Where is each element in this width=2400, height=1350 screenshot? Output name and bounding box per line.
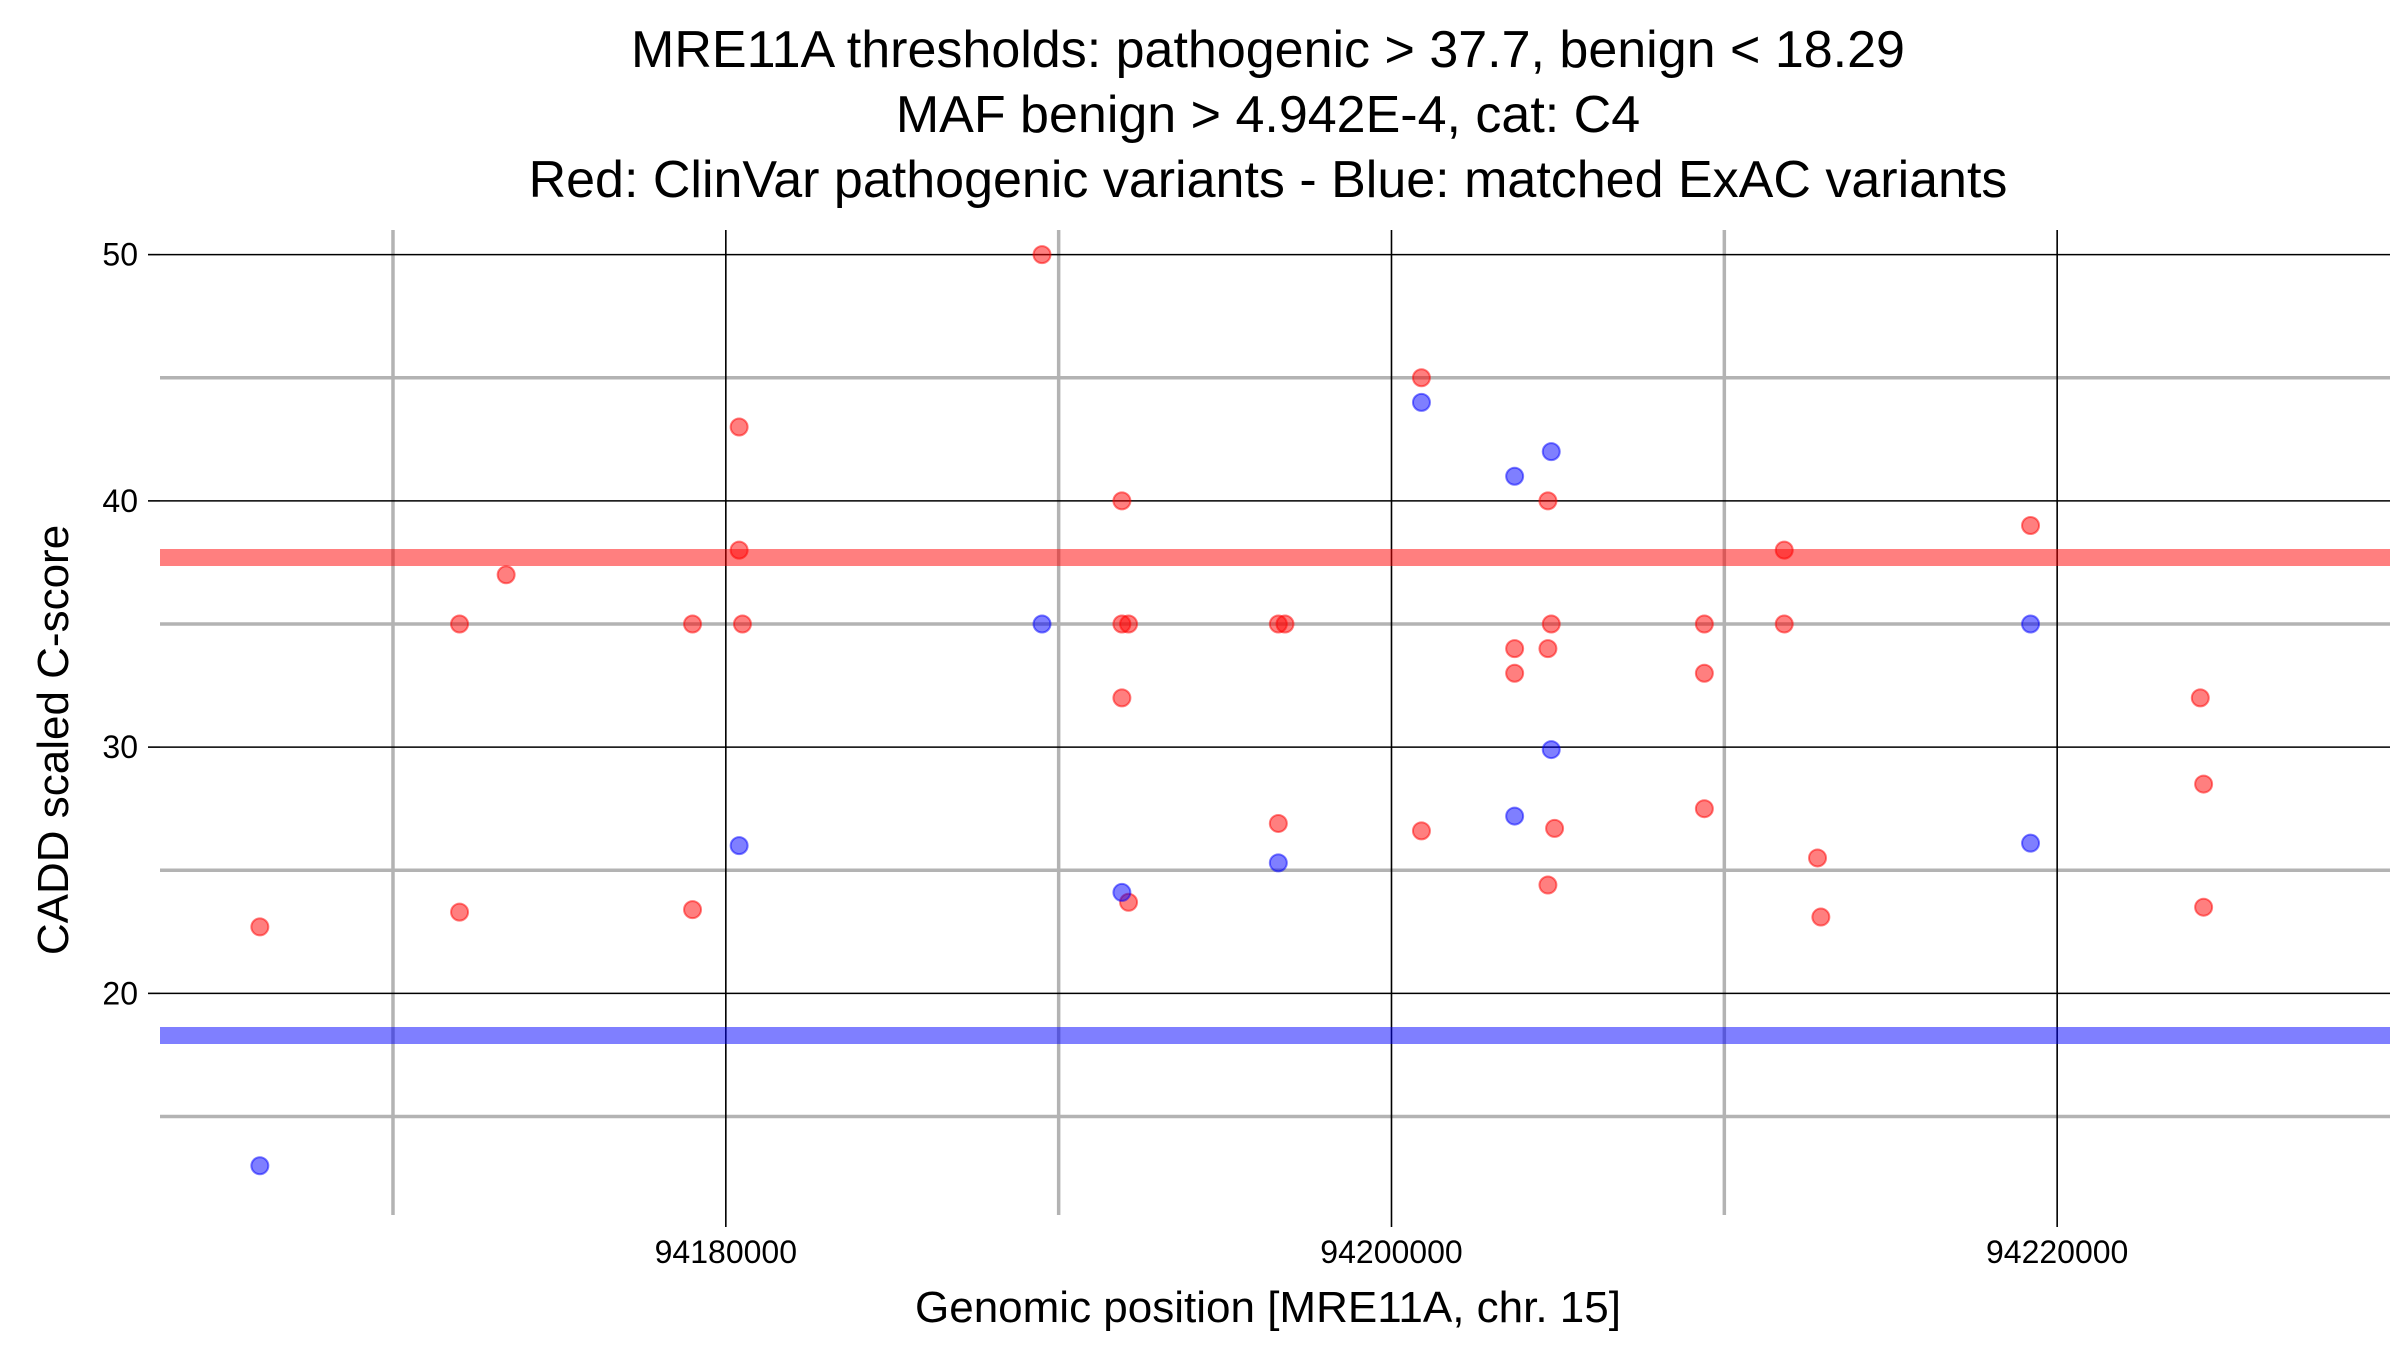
clinvar-pathogenic-point	[1774, 540, 1794, 560]
exac-matched-point	[2021, 614, 2041, 634]
clinvar-pathogenic-point	[1694, 614, 1714, 634]
exac-matched-point	[729, 836, 749, 856]
x-tick-label: 94180000	[655, 1234, 797, 1270]
title-line-1: MRE11A thresholds: pathogenic > 37.7, be…	[631, 21, 1905, 79]
exac-matched-point	[2021, 833, 2041, 853]
threshold-lines	[160, 549, 2390, 1044]
y-axis: 20 30 40 50	[102, 237, 160, 1011]
clinvar-pathogenic-point	[729, 540, 749, 560]
clinvar-pathogenic-point	[1505, 639, 1525, 659]
clinvar-pathogenic-point	[1268, 813, 1288, 833]
clinvar-pathogenic-point	[1694, 663, 1714, 683]
clinvar-pathogenic-point	[1808, 848, 1828, 868]
clinvar-pathogenic-point	[683, 614, 703, 634]
y-axis-title: CADD scaled C-score	[29, 525, 78, 955]
clinvar-pathogenic-point	[1275, 614, 1295, 634]
exac-matched-point	[1032, 614, 1052, 634]
title-line-3: Red: ClinVar pathogenic variants - Blue:…	[529, 151, 2008, 209]
y-tick-label: 30	[102, 729, 138, 765]
x-axis: 94180000 94200000 94220000	[655, 1215, 2128, 1270]
exac-matched-point	[1411, 392, 1431, 412]
exac-matched-point	[1505, 806, 1525, 826]
clinvar-pathogenic-point	[732, 614, 752, 634]
clinvar-pathogenic-point	[1538, 875, 1558, 895]
y-tick-label: 20	[102, 975, 138, 1011]
clinvar-pathogenic-point	[1538, 491, 1558, 511]
minor-gridlines	[160, 230, 2390, 1215]
x-tick-label: 94200000	[1320, 1234, 1462, 1270]
exac-matched-point	[1541, 442, 1561, 462]
clinvar-pathogenic-point	[1694, 799, 1714, 819]
clinvar-pathogenic-point	[496, 565, 516, 585]
chart-title: MRE11A thresholds: pathogenic > 37.7, be…	[529, 21, 2008, 209]
y-tick-label: 40	[102, 483, 138, 519]
clinvar-pathogenic-point	[1112, 491, 1132, 511]
clinvar-pathogenic-point	[2194, 897, 2214, 917]
clinvar-pathogenic-point	[1505, 663, 1525, 683]
exac-matched-point	[1112, 882, 1132, 902]
x-tick-label: 94220000	[1986, 1234, 2128, 1270]
major-gridlines	[160, 230, 2390, 1215]
clinvar-pathogenic-point	[1411, 821, 1431, 841]
clinvar-pathogenic-point	[1811, 907, 1831, 927]
clinvar-pathogenic-point	[1119, 614, 1139, 634]
clinvar-pathogenic-point	[1112, 688, 1132, 708]
clinvar-pathogenic-point	[1541, 614, 1561, 634]
clinvar-pathogenic-point	[450, 614, 470, 634]
clinvar-pathogenic-point	[729, 417, 749, 437]
title-line-2: MAF benign > 4.942E-4, cat: C4	[896, 86, 1640, 144]
clinvar-pathogenic-point	[683, 900, 703, 920]
exac-matched-point	[250, 1156, 270, 1176]
clinvar-pathogenic-point	[1411, 368, 1431, 388]
clinvar-pathogenic-point	[250, 917, 270, 937]
data-points	[250, 245, 2214, 1176]
exac-matched-point	[1541, 740, 1561, 760]
exac-matched-point	[1268, 853, 1288, 873]
clinvar-pathogenic-point	[1032, 245, 1052, 265]
clinvar-pathogenic-point	[1538, 639, 1558, 659]
clinvar-pathogenic-point	[2190, 688, 2210, 708]
clinvar-pathogenic-point	[1545, 818, 1565, 838]
clinvar-pathogenic-point	[2021, 516, 2041, 535]
clinvar-pathogenic-point	[450, 902, 470, 922]
exac-matched-point	[1505, 466, 1525, 486]
x-axis-title: Genomic position [MRE11A, chr. 15]	[915, 1283, 1621, 1332]
clinvar-pathogenic-point	[2194, 774, 2214, 794]
y-tick-label: 50	[102, 237, 138, 273]
clinvar-pathogenic-point	[1774, 614, 1794, 634]
